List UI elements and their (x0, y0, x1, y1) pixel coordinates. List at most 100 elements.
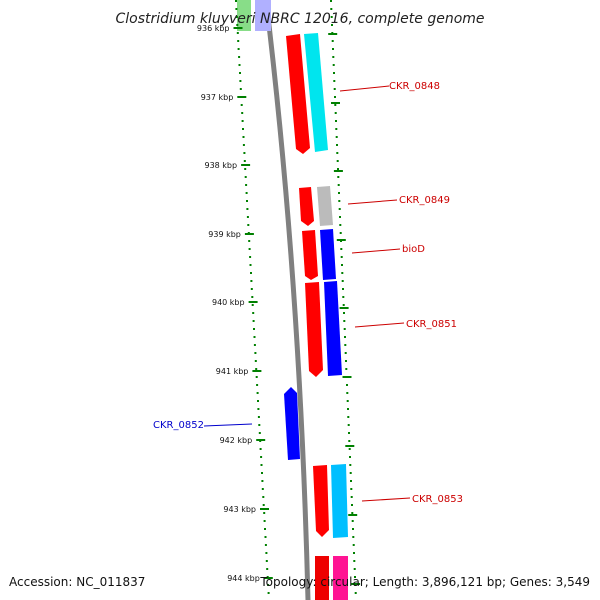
gene-biod[interactable] (302, 229, 336, 280)
scale-dot-inner (251, 296, 254, 298)
tick-label: 936 kbp (197, 24, 230, 33)
gene-ckr-0848[interactable] (286, 33, 328, 154)
partial-feature-blue (255, 0, 271, 31)
top-partial-features (237, 0, 271, 31)
scale-dot-outer (335, 128, 338, 130)
gene-ckr-0849-partner (317, 186, 333, 226)
accession-text: Accession: NC_011837 (9, 575, 145, 589)
scale-dot-outer (330, 16, 333, 18)
scale-dot-outer (344, 352, 347, 354)
scale-dot-outer (348, 432, 350, 434)
gene-ckr-0852[interactable] (284, 387, 300, 460)
scale-dot-outer (341, 272, 344, 274)
scale-dot-outer (330, 0, 332, 2)
scale-dot-inner (246, 216, 249, 218)
scale-dot-outer (352, 544, 355, 546)
scale-dot-outer (354, 576, 356, 578)
scale-dot-inner (262, 496, 265, 498)
scale-dot-inner (236, 32, 239, 34)
genome-backbone-line (263, 0, 311, 600)
gene-ckr-0851-partner (324, 281, 342, 376)
scale-dot-outer (337, 168, 339, 170)
scale-dot-outer (342, 296, 345, 298)
scale-dot-inner (261, 480, 264, 482)
scale-dot-inner (256, 384, 259, 386)
leader-ckr-0849 (347, 199, 398, 205)
scale-dot-inner (253, 336, 256, 338)
scale-dot-outer (338, 200, 341, 202)
partial-feature-pink (333, 556, 348, 600)
scale-dot-outer (334, 104, 337, 106)
gene-label[interactable]: CKR_0851 (406, 319, 457, 330)
bottom-partial-features (315, 556, 348, 600)
scale-dot-inner (260, 456, 263, 458)
gene-label[interactable]: CKR_0852 (153, 420, 204, 431)
scale-dot-outer (350, 480, 352, 482)
tick-label: 939 kbp (208, 230, 241, 239)
gene-ckr-0853-arrow (313, 465, 329, 537)
scale-dot-outer (347, 424, 350, 426)
scale-dot-inner (252, 320, 255, 322)
gene-ckr-0849[interactable] (299, 186, 333, 226)
tick-label: 941 kbp (216, 367, 249, 376)
scale-dot-outer (347, 408, 349, 410)
scale-dot-inner (263, 520, 266, 522)
scale-dot-inner (244, 176, 247, 178)
scale-dot-inner (264, 536, 267, 538)
gene-ckr-0851[interactable] (305, 281, 342, 377)
leader-ckr-0848 (339, 85, 390, 92)
scale-dot-outer (342, 288, 344, 290)
scale-dot-inner (235, 0, 237, 2)
scale-dot-inner (258, 424, 261, 426)
scale-dot-inner (241, 120, 244, 122)
scale-dot-outer (334, 96, 336, 98)
scale-dot-outer (339, 216, 341, 218)
scale-dot-inner (267, 584, 270, 586)
scale-dot-inner (261, 488, 264, 490)
scale-dot-outer (332, 64, 335, 66)
scale-dot-outer (343, 312, 345, 314)
tick-label: 942 kbp (220, 436, 253, 445)
scale-dot-inner (259, 448, 262, 450)
scale-dot-outer (345, 368, 348, 370)
gene-ckr-0848-partner (304, 33, 328, 152)
gene-ckr-0849-arrow (299, 187, 314, 226)
gene-label[interactable]: bioD (402, 244, 425, 255)
scale-dot-outer (335, 136, 338, 138)
gene-label[interactable]: CKR_0853 (412, 494, 463, 505)
scale-dot-inner (258, 432, 261, 434)
scale-dot-inner (237, 40, 240, 42)
scale-dot-inner (257, 400, 259, 402)
gene-ckr-0851-arrow (305, 282, 323, 377)
gene-ckr-0848-arrow (286, 34, 310, 154)
gene-label[interactable]: CKR_0848 (389, 81, 440, 92)
partial-feature-red (315, 556, 329, 600)
scale-dot-outer (349, 456, 351, 458)
scale-dot-outer (353, 552, 355, 554)
leader-ckr-0852 (203, 423, 253, 427)
scale-dot-inner (239, 88, 242, 90)
scale-dot-inner (242, 128, 244, 130)
topology-stats-text: Topology: circular; Length: 3,896,121 bp… (259, 575, 590, 589)
scale-dot-outer (346, 392, 349, 394)
scale-dot-outer (336, 152, 339, 154)
scale-dot-inner (248, 240, 251, 242)
scale-dot-inner (263, 512, 266, 514)
scale-dot-outer (348, 448, 351, 450)
scale-dot-outer (344, 336, 346, 338)
scale-dot-inner (257, 416, 260, 418)
scale-dot-inner (244, 168, 247, 170)
tick-label: 943 kbp (223, 505, 256, 514)
scale-dot-inner (254, 352, 257, 354)
scale-dot-outer (333, 80, 336, 82)
gene-ckr-0853[interactable] (313, 464, 348, 538)
gene-label-leaders (203, 85, 411, 502)
scale-dot-outer (332, 48, 334, 50)
scale-dot-outer (347, 416, 350, 418)
scale-dot-outer (332, 56, 335, 58)
scale-dot-inner (247, 224, 250, 226)
tick-label: 940 kbp (212, 298, 245, 307)
gene-label[interactable]: CKR_0849 (399, 195, 450, 206)
map-title: Clostridium kluyveri NBRC 12016, complet… (115, 11, 484, 27)
scale-dot-outer (341, 280, 344, 282)
